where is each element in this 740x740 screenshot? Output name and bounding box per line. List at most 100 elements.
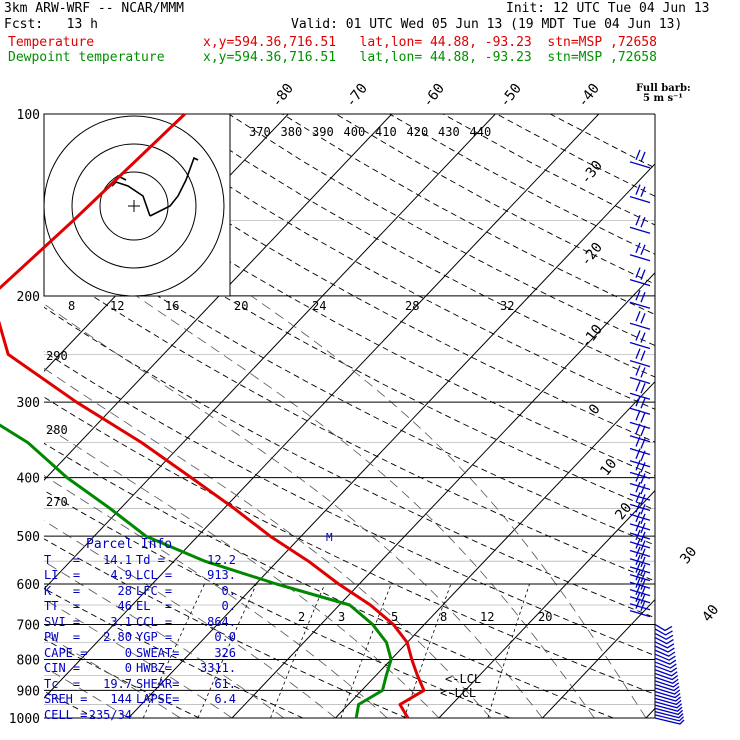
model-title: 3km ARW-WRF -- NCAR/MMM bbox=[4, 1, 185, 16]
parcel-v1: 14.1 bbox=[103, 552, 132, 567]
temperature-legend: Temperature bbox=[8, 35, 95, 50]
isobar-label: 200 bbox=[17, 290, 40, 305]
moist-adiabat bbox=[44, 666, 129, 718]
parcel-k2: LFC = bbox=[136, 583, 173, 598]
wind-barb bbox=[654, 632, 674, 641]
parcel-k2: EL = bbox=[136, 599, 173, 613]
dewpoint-legend: Dewpoint temperature bbox=[8, 50, 165, 65]
parcel-v2: 6.4 bbox=[214, 692, 236, 706]
parcel-k2: Td = bbox=[136, 552, 165, 567]
parcel-v2: 326 bbox=[214, 645, 236, 660]
wind-barb bbox=[654, 645, 675, 653]
wind-barb bbox=[654, 676, 679, 684]
isotherm-label: -10 bbox=[578, 322, 606, 352]
wind-barb bbox=[629, 511, 651, 531]
barb-note: Full barb: bbox=[636, 83, 691, 94]
wind-barb bbox=[654, 661, 677, 669]
parcel-k1: LI = bbox=[44, 568, 81, 582]
parcel-v1: 144 bbox=[110, 692, 132, 706]
theta-e-label: 400 bbox=[344, 125, 366, 139]
isotherm-line bbox=[335, 380, 655, 718]
dry-adiabat bbox=[549, 114, 655, 169]
parcel-k2: YGP = bbox=[136, 630, 173, 644]
wind-barb bbox=[654, 704, 683, 712]
isotherm-label: 40 bbox=[699, 602, 722, 625]
dry-adiabat bbox=[496, 114, 655, 197]
dry-adiabat bbox=[44, 587, 304, 718]
parcel-info-panel: Parcel Info T = 14.1 Td = 12.2 LI = 4.9 LCL = 9… bbox=[44, 537, 236, 727]
parcel-k1: TT = bbox=[44, 599, 81, 613]
parcel-k2: SWEAT= bbox=[136, 645, 180, 660]
temperature-trace bbox=[0, 112, 426, 719]
parcel-v2: 913. bbox=[207, 568, 236, 582]
parcel-k1: SREH = bbox=[44, 692, 88, 706]
isotherm-label: -40 bbox=[575, 81, 603, 111]
dry-adiabat bbox=[44, 396, 655, 695]
isotherm-label: 10 bbox=[597, 456, 620, 479]
mixing-ratio-label: 8 bbox=[68, 299, 75, 313]
wind-barb bbox=[629, 149, 651, 169]
wind-barb bbox=[654, 707, 683, 716]
dry-adiabat bbox=[67, 114, 655, 443]
parcel-info-row: T = 14.1 Td = 12.2 bbox=[44, 552, 236, 569]
parcel-v2: 0. bbox=[221, 583, 236, 598]
parcel-info-row: LI = 4.9 LCL = 913. bbox=[44, 568, 236, 584]
parcel-info-row: CIN = 0 HWBZ= 3311. bbox=[44, 661, 236, 677]
parcel-k2: HWBZ= bbox=[136, 661, 173, 675]
theta-e-label: 370 bbox=[249, 125, 271, 139]
temperature-location: x,y=594.36,716.51 lat,lon= 44.88, -93.23… bbox=[203, 35, 657, 50]
parcel-v1: 0 bbox=[124, 645, 132, 660]
isobar-label: 300 bbox=[17, 396, 40, 411]
parcel-k2: SHEAR= bbox=[136, 676, 180, 691]
isotherm-label: 30 bbox=[677, 544, 700, 567]
wind-barb bbox=[629, 554, 651, 574]
wind-barb bbox=[654, 683, 680, 692]
wind-barb bbox=[654, 690, 681, 699]
parcel-v1: 3.1 bbox=[110, 614, 132, 629]
wind-barb bbox=[629, 502, 651, 521]
isobar-label: 700 bbox=[17, 618, 40, 633]
moist-adiabat bbox=[44, 367, 492, 718]
theta-e-label: 430 bbox=[438, 125, 460, 139]
theta-e-label: 440 bbox=[470, 125, 492, 139]
parcel-info-row: TT = 46 EL = 0. bbox=[44, 599, 236, 615]
mixing-ratio-label: 2 bbox=[298, 610, 305, 624]
parcel-info-rows: T = 14.1 Td = 12.2 LI = 4.9 LCL = 913. K = 28 LFC … bbox=[44, 552, 236, 724]
wind-barb bbox=[654, 680, 680, 688]
isotherm-line bbox=[128, 163, 655, 718]
dry-adiabat bbox=[44, 489, 511, 718]
parcel-info-row: PW = 2.80 YGP = 0.0 bbox=[44, 630, 236, 646]
parcel-info-row: CELL =235/34 bbox=[44, 708, 229, 724]
isotherm-line bbox=[542, 598, 655, 718]
isotherm-label: -70 bbox=[343, 81, 371, 111]
parcel-v1: 235/34 bbox=[88, 707, 132, 722]
mixing-ratio-line bbox=[197, 583, 257, 718]
hodograph-ring bbox=[99, 171, 169, 241]
parcel-k1: T = bbox=[44, 552, 81, 567]
wind-barb bbox=[654, 697, 682, 706]
wind-barb bbox=[654, 710, 684, 719]
isotherm-label: -80 bbox=[269, 81, 297, 111]
wind-barb bbox=[629, 538, 651, 558]
isotherm-line bbox=[44, 114, 393, 481]
dry-adiabat bbox=[44, 135, 655, 477]
wind-barb bbox=[629, 184, 651, 204]
parcel-k2: CCL = bbox=[136, 614, 173, 629]
lcl-label: <-LCL bbox=[440, 686, 476, 700]
dry-adiabat-label: 290 bbox=[46, 349, 68, 363]
isobar-label: 400 bbox=[17, 472, 40, 487]
moist-adiabat bbox=[250, 295, 647, 718]
mixing-ratio-label: 12 bbox=[110, 299, 124, 313]
wind-barb bbox=[629, 215, 651, 234]
isobar-label: 500 bbox=[17, 530, 40, 545]
isotherm-label: -60 bbox=[420, 81, 448, 111]
wind-barb bbox=[629, 242, 651, 262]
wind-barb bbox=[654, 649, 676, 657]
parcel-info-row: CAPE = 0 SWEAT= 326 bbox=[44, 645, 236, 662]
isotherm-label: -30 bbox=[578, 158, 606, 188]
mixing-ratio-line bbox=[270, 583, 326, 718]
valid-time: Valid: 01 UTC Wed 05 Jun 13 (19 MDT Tue … bbox=[291, 17, 683, 32]
wind-barb bbox=[629, 520, 651, 540]
wind-barb bbox=[654, 672, 679, 681]
